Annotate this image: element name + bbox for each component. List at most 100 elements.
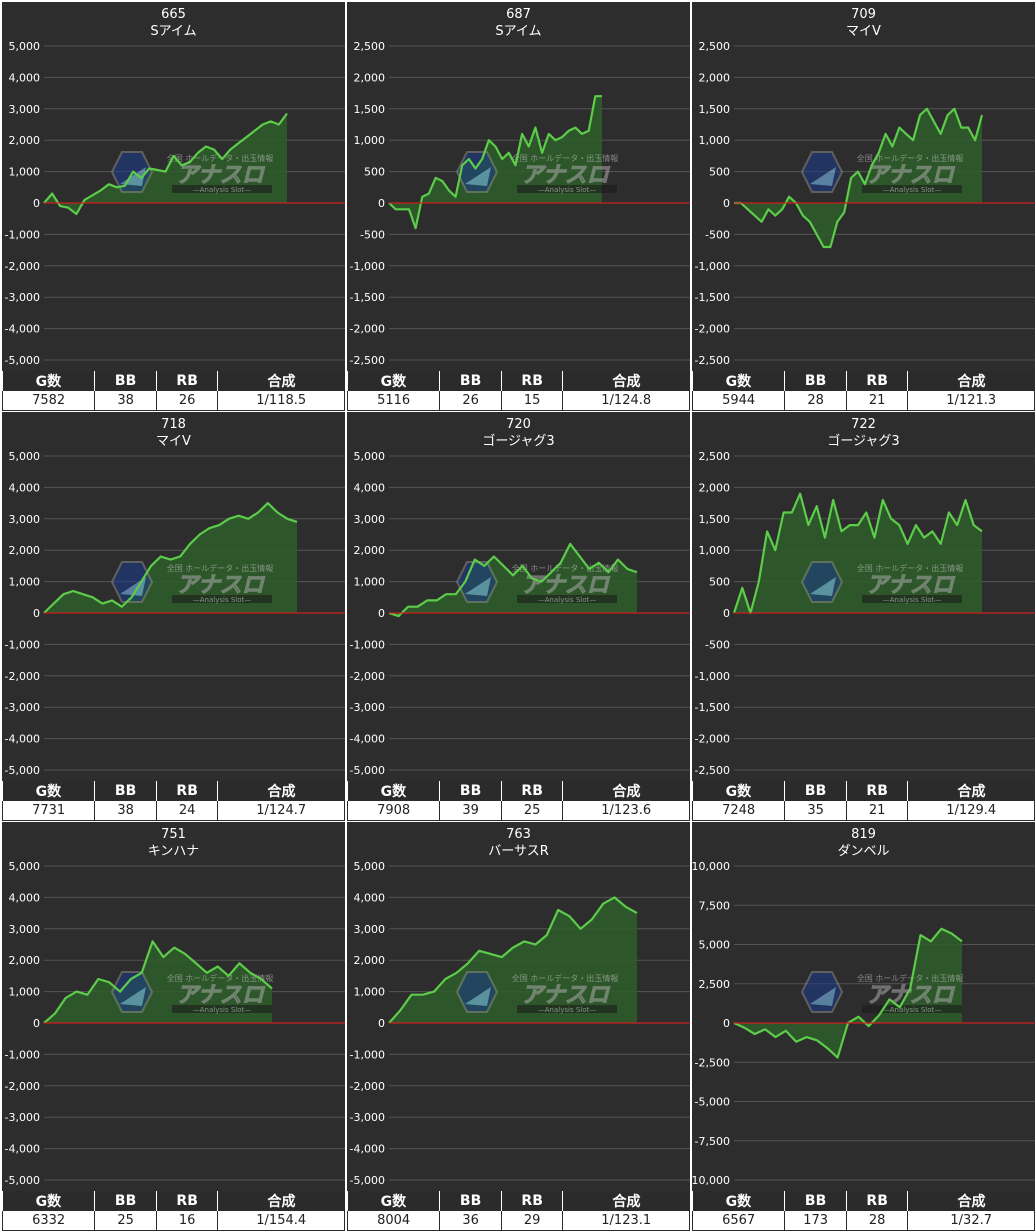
watermark-top-text: 全国 ホールデータ・出玉情報 — [512, 973, 619, 983]
machine-number: 718 — [161, 417, 186, 432]
stats-header-rb: RB — [846, 371, 908, 391]
y-tick-label: -1,000 — [5, 638, 40, 651]
stats-value-g: 6332 — [3, 1211, 95, 1231]
y-tick-label: -10,000 — [692, 1174, 730, 1187]
stats-value-total: 1/129.4 — [908, 801, 1035, 821]
watermark-sub-text: —Analysis Slot— — [883, 186, 941, 194]
y-tick-label: 2,500 — [699, 450, 731, 463]
y-tick-label: -1,000 — [5, 1048, 40, 1061]
y-tick-label: 4,000 — [354, 891, 386, 904]
stats-header-g: G数 — [348, 1191, 440, 1211]
stats-value-rb: 28 — [846, 1211, 908, 1231]
y-tick-label: -4,000 — [5, 733, 40, 746]
machine-number: 763 — [506, 827, 531, 842]
machine-number: 751 — [161, 827, 186, 842]
y-tick-label: -500 — [705, 638, 730, 651]
stats-value-rb: 16 — [156, 1211, 218, 1231]
y-tick-label: -2,500 — [350, 354, 385, 367]
watermark-sub-text: —Analysis Slot— — [883, 596, 941, 604]
stats-value-total: 1/123.6 — [563, 801, 690, 821]
y-tick-label: 1,500 — [699, 513, 731, 526]
y-tick-label: 1,000 — [354, 576, 386, 589]
stats-header-bb: BB — [440, 1191, 502, 1211]
y-tick-label: -2,500 — [695, 1056, 730, 1069]
y-tick-label: 1,500 — [699, 103, 731, 116]
y-tick-label: 0 — [378, 1017, 385, 1030]
stats-header-rb: RB — [501, 781, 563, 801]
y-tick-label: -4,000 — [5, 1143, 40, 1156]
y-tick-label: 500 — [364, 166, 385, 179]
stats-value-rb: 26 — [156, 391, 218, 411]
y-tick-label: 2,000 — [699, 481, 731, 494]
y-tick-label: 0 — [33, 197, 40, 210]
stats-value-bb: 25 — [95, 1211, 157, 1231]
stats-header-g: G数 — [693, 1191, 785, 1211]
watermark-sub-text: —Analysis Slot— — [883, 1006, 941, 1014]
y-tick-label: 3,000 — [9, 923, 41, 936]
y-tick-label: 0 — [33, 607, 40, 620]
stats-header-total: 合成 — [908, 371, 1035, 391]
watermark-sub-text: —Analysis Slot— — [538, 596, 596, 604]
slump-chart: 5,0004,0003,0002,0001,0000-1,000-2,000-3… — [2, 412, 345, 781]
stats-value-bb: 26 — [440, 391, 502, 411]
y-tick-label: 0 — [378, 607, 385, 620]
stats-header-total: 合成 — [908, 781, 1035, 801]
stats-value-bb: 35 — [785, 801, 847, 821]
y-tick-label: 500 — [709, 576, 730, 589]
stats-header-rb: RB — [501, 371, 563, 391]
machine-number: 687 — [506, 7, 531, 22]
machine-name: キンハナ — [148, 844, 200, 859]
y-tick-label: -2,000 — [5, 260, 40, 273]
y-tick-label: -5,000 — [350, 764, 385, 777]
stats-header-g: G数 — [693, 781, 785, 801]
watermark-main-text: アナスロ — [866, 163, 956, 188]
y-tick-label: -5,000 — [5, 1174, 40, 1187]
y-tick-label: -3,000 — [350, 1111, 385, 1124]
y-tick-label: 5,000 — [699, 939, 731, 952]
stats-header-total: 合成 — [218, 371, 345, 391]
y-tick-label: 1,000 — [354, 986, 386, 999]
machine-name: ダンベル — [837, 844, 889, 859]
y-tick-label: -5,000 — [5, 764, 40, 777]
stats-header-total: 合成 — [218, 1191, 345, 1211]
y-tick-label: 0 — [33, 1017, 40, 1030]
y-tick-label: 5,000 — [9, 860, 41, 873]
slump-chart: 2,5002,0001,5001,0005000-500-1,000-1,500… — [347, 2, 690, 371]
watermark-top-text: 全国 ホールデータ・出玉情報 — [857, 973, 964, 983]
machine-name: マイV — [846, 24, 881, 39]
stats-value-g: 7248 — [693, 801, 785, 821]
y-tick-label: -500 — [360, 228, 385, 241]
watermark-top-text: 全国 ホールデータ・出玉情報 — [512, 153, 619, 163]
watermark-main-text: アナスロ — [521, 163, 611, 188]
stats-value-total: 1/123.1 — [563, 1211, 690, 1231]
y-tick-label: 2,000 — [9, 134, 41, 147]
y-tick-label: 1,500 — [354, 103, 386, 116]
machine-name: バーサスR — [488, 844, 549, 859]
y-tick-label: -2,000 — [5, 1080, 40, 1093]
stats-header-total: 合成 — [563, 371, 690, 391]
y-tick-label: 2,000 — [354, 544, 386, 557]
y-tick-label: -1,000 — [350, 638, 385, 651]
y-tick-label: 4,000 — [9, 891, 41, 904]
y-tick-label: -2,000 — [350, 670, 385, 683]
stats-value-total: 1/154.4 — [218, 1211, 345, 1231]
y-tick-label: 4,000 — [354, 481, 386, 494]
machine-name: マイV — [156, 434, 191, 449]
y-tick-label: 5,000 — [9, 450, 41, 463]
stats-header-rb: RB — [846, 781, 908, 801]
watermark-sub-text: —Analysis Slot— — [193, 1006, 251, 1014]
y-tick-label: -1,500 — [350, 291, 385, 304]
